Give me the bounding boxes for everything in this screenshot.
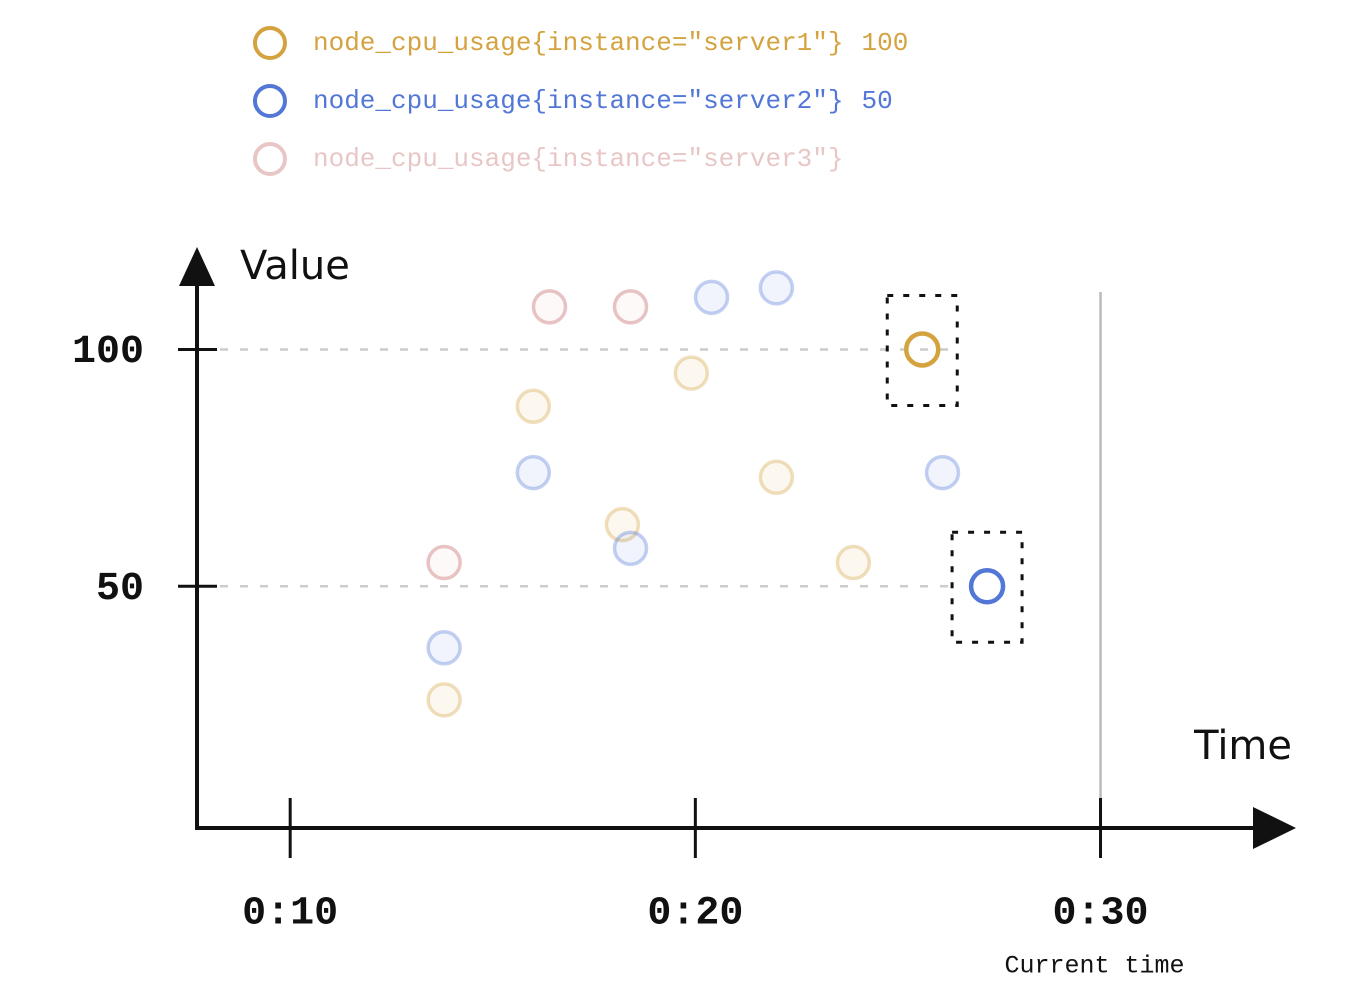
legend-value: 50 — [862, 86, 893, 116]
x-axis-arrow — [1253, 807, 1296, 849]
data-point — [758, 459, 795, 496]
current-time-label: Current time — [1005, 952, 1185, 981]
data-point — [515, 388, 552, 425]
selection-box — [885, 293, 959, 407]
legend-marker — [253, 26, 287, 60]
data-point — [612, 530, 649, 567]
y-tick-label: 100 — [72, 330, 144, 375]
data-point — [758, 270, 795, 306]
data-point — [968, 567, 1006, 605]
data-point — [835, 544, 872, 581]
x-tick-label: 0:10 — [242, 892, 338, 937]
selection-box — [950, 530, 1024, 644]
data-point — [612, 289, 649, 325]
x-tick-label: 0:20 — [647, 892, 743, 937]
data-point — [673, 355, 710, 391]
data-point — [426, 544, 462, 581]
data-point — [531, 289, 568, 325]
y-axis-arrow — [179, 247, 215, 286]
legend-label: node_cpu_usage{instance="server1"} — [313, 28, 844, 58]
y-tick-label: 50 — [96, 567, 144, 612]
legend-label: node_cpu_usage{instance="server3"} — [313, 144, 844, 174]
x-tick-label: 0:30 — [1053, 892, 1149, 937]
data-point — [604, 506, 641, 543]
data-point — [924, 454, 961, 491]
y-axis-label: Value — [240, 243, 350, 289]
legend-marker — [253, 142, 287, 176]
legend-label: node_cpu_usage{instance="server2"} — [313, 86, 844, 116]
data-point — [903, 331, 941, 368]
legend-marker — [253, 84, 287, 118]
data-point — [693, 279, 730, 316]
data-point — [426, 682, 462, 718]
legend-value: 100 — [862, 28, 909, 58]
data-point — [426, 630, 462, 666]
data-point — [515, 454, 552, 491]
x-axis-label: Time — [1193, 723, 1292, 769]
